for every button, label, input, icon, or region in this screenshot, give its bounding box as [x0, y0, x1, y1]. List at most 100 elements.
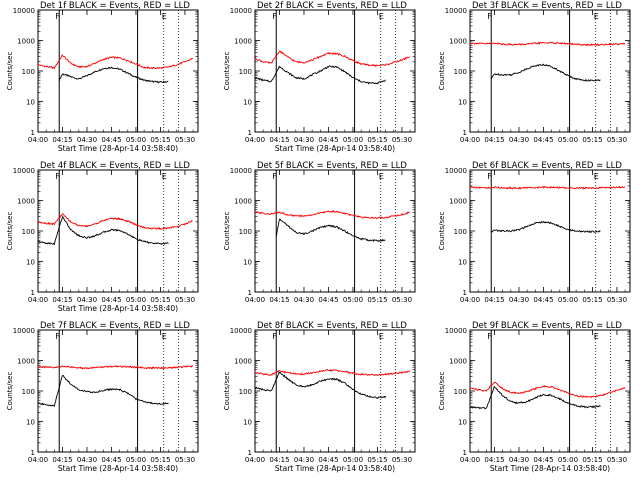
x-tick-label: 05:15 [582, 136, 602, 144]
y-tick-label: 100 [22, 68, 35, 76]
events-series-line [254, 65, 386, 85]
events-series-line [254, 371, 387, 400]
lld-series-line [469, 185, 626, 190]
x-tick-label: 04:30 [294, 456, 314, 464]
y-tick-label: 1000 [17, 358, 35, 366]
y-tick-label: 1 [463, 129, 467, 137]
time-marker-label: F [487, 332, 492, 341]
y-axis-label: Counts/sec [6, 372, 14, 411]
y-tick-label: 10 [458, 99, 467, 107]
panel-title: Det 1f BLACK = Events, RED = LLD [40, 1, 190, 11]
y-tick-label: 1000 [234, 38, 252, 46]
y-tick-label: 10000 [13, 327, 35, 335]
x-tick-label: 05:15 [150, 136, 170, 144]
x-axis-label: Start Time (28-Apr-14 03:58:40) [275, 464, 395, 473]
x-tick-label: 05:00 [558, 296, 578, 304]
x-tick-label: 05:00 [558, 136, 578, 144]
panel-title: Det 7f BLACK = Events, RED = LLD [40, 321, 190, 331]
y-axis-label: Counts/sec [223, 212, 231, 251]
y-tick-label: 100 [454, 228, 467, 236]
lld-series-line [254, 50, 411, 68]
time-marker-label: F [55, 332, 60, 341]
plot-frame [37, 329, 199, 453]
x-tick-label: 04:30 [77, 456, 97, 464]
lld-series-line [254, 209, 410, 220]
panel-det-9: Det 9f BLACK = Events, RED = LLD 1 10 100 10… [438, 321, 631, 473]
x-tick-label: 04:45 [318, 456, 338, 464]
x-axis-label: Start Time (28-Apr-14 03:58:40) [58, 144, 178, 153]
x-tick-label: 04:00 [245, 456, 265, 464]
x-tick-label: 05:30 [607, 136, 627, 144]
y-tick-label: 1000 [234, 198, 252, 206]
x-tick-label: 04:15 [269, 136, 289, 144]
y-tick-label: 10000 [445, 167, 467, 175]
time-marker-label: E [594, 12, 599, 21]
time-marker-label: E [162, 172, 167, 181]
panel-title: Det 5f BLACK = Events, RED = LLD [257, 161, 407, 171]
x-tick-label: 04:45 [101, 136, 121, 144]
panel-title: Det 9f BLACK = Events, RED = LLD [472, 321, 622, 331]
y-axis-label: Counts/sec [223, 372, 231, 411]
x-axis-label: Start Time (28-Apr-14 03:58:40) [58, 304, 178, 313]
x-tick-label: 04:15 [269, 296, 289, 304]
time-marker-label: E [594, 332, 599, 341]
y-tick-label: 100 [454, 388, 467, 396]
x-tick-label: 04:30 [509, 296, 529, 304]
x-tick-label: 04:15 [484, 136, 504, 144]
x-tick-label: 04:30 [294, 136, 314, 144]
y-tick-label: 1 [31, 449, 35, 457]
y-tick-label: 1000 [17, 198, 35, 206]
x-tick-label: 04:15 [52, 456, 72, 464]
panel-title: Det 4f BLACK = Events, RED = LLD [40, 161, 190, 171]
y-tick-label: 1000 [449, 358, 467, 366]
panel-title: Det 2f BLACK = Events, RED = LLD [257, 1, 407, 11]
x-tick-label: 04:30 [77, 296, 97, 304]
x-tick-label: 04:30 [509, 456, 529, 464]
time-marker-label: F [55, 172, 60, 181]
panel-det-2: Det 2f BLACK = Events, RED = LLD 1 10 100 10… [223, 1, 416, 153]
time-marker-label: F [272, 172, 277, 181]
plot-frame [254, 329, 416, 453]
y-tick-label: 10000 [445, 327, 467, 335]
x-tick-label: 04:45 [318, 136, 338, 144]
y-tick-label: 10000 [13, 7, 35, 15]
x-tick-label: 05:15 [367, 456, 387, 464]
time-marker-label: E [379, 172, 384, 181]
x-tick-label: 04:00 [245, 136, 265, 144]
y-tick-label: 10 [26, 99, 35, 107]
y-tick-label: 1 [31, 129, 35, 137]
x-tick-label: 05:30 [392, 136, 412, 144]
x-tick-label: 05:30 [607, 296, 627, 304]
panel-det-6: Det 6f BLACK = Events, RED = LLD 1 10 100 10… [438, 161, 631, 304]
time-marker-label: E [162, 332, 167, 341]
x-axis-label: Start Time (28-Apr-14 03:58:40) [58, 464, 178, 473]
x-tick-label: 05:30 [392, 296, 412, 304]
y-axis-label: Counts/sec [6, 52, 14, 91]
events-series-line [275, 218, 386, 243]
y-tick-label: 1 [463, 289, 467, 297]
events-series-line [469, 385, 601, 410]
x-tick-label: 04:00 [245, 296, 265, 304]
time-marker-label: F [272, 332, 277, 341]
y-tick-label: 1 [463, 449, 467, 457]
panel-det-1: Det 1f BLACK = Events, RED = LLD 1 10 100 10… [6, 1, 199, 153]
plot-frame [469, 329, 631, 453]
y-tick-label: 10000 [445, 7, 467, 15]
events-series-line [491, 220, 601, 234]
y-tick-label: 1000 [17, 38, 35, 46]
time-marker-label: E [162, 12, 167, 21]
x-tick-label: 05:00 [558, 456, 578, 464]
y-tick-label: 10 [458, 419, 467, 427]
plot-frame [469, 9, 631, 133]
x-tick-label: 05:30 [175, 456, 195, 464]
y-axis-label: Counts/sec [438, 372, 446, 411]
y-tick-label: 100 [454, 68, 467, 76]
events-series-line [490, 63, 601, 82]
y-tick-label: 1 [248, 129, 252, 137]
y-tick-label: 1000 [234, 358, 252, 366]
x-tick-label: 05:00 [343, 136, 363, 144]
y-tick-label: 1 [248, 289, 252, 297]
panel-title: Det 3f BLACK = Events, RED = LLD [472, 1, 622, 11]
y-tick-label: 10 [243, 419, 252, 427]
